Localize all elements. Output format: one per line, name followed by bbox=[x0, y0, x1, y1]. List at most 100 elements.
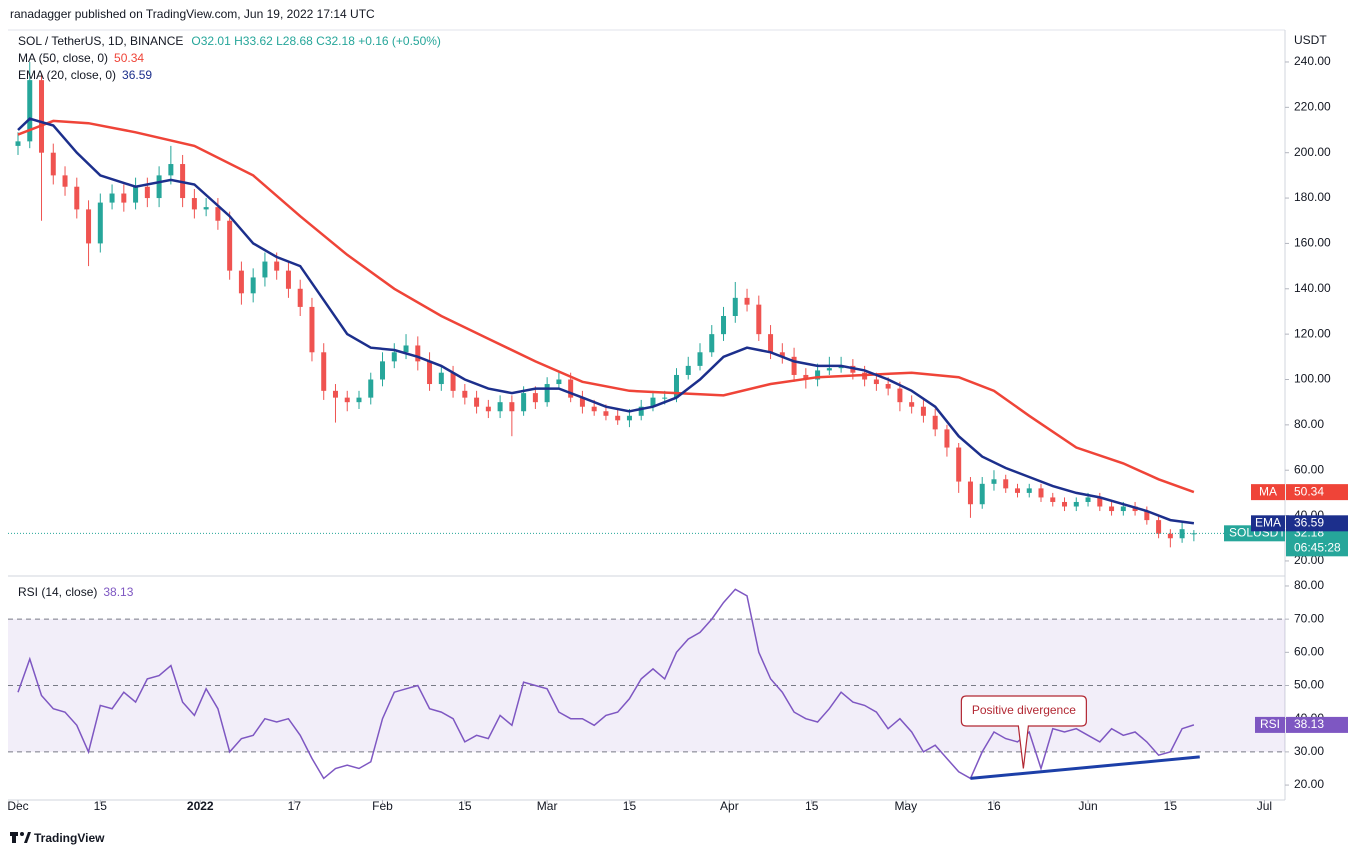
candle-body bbox=[15, 141, 21, 146]
candle-body bbox=[62, 175, 68, 187]
candle-body bbox=[1062, 501, 1068, 507]
candle-body bbox=[885, 384, 891, 389]
candle-body bbox=[897, 388, 903, 403]
candle-body bbox=[309, 306, 315, 353]
indicator-legend-label: MA (50, close, 0) bbox=[18, 51, 108, 65]
candle-body bbox=[991, 479, 997, 484]
candle-body bbox=[1167, 533, 1173, 539]
candle-body bbox=[262, 261, 268, 278]
candle-body bbox=[626, 415, 632, 421]
indicator-legend-label: RSI (14, close) bbox=[18, 585, 97, 599]
x-tick-label: Mar bbox=[537, 799, 558, 813]
y-tick-label: 20.00 bbox=[1294, 553, 1324, 567]
indicator-value: 50.34 bbox=[1294, 484, 1324, 498]
y-tick-label: 140.00 bbox=[1294, 281, 1331, 295]
y-tick-label: 60.00 bbox=[1294, 462, 1324, 476]
candle-body bbox=[133, 186, 139, 203]
candle-body bbox=[356, 397, 362, 403]
candle-body bbox=[250, 277, 256, 294]
candle-body bbox=[532, 393, 538, 403]
candle-body bbox=[86, 209, 92, 244]
candle-body bbox=[344, 397, 350, 403]
brand-logo bbox=[10, 832, 31, 843]
candle-body bbox=[579, 397, 585, 407]
candle-body bbox=[568, 379, 574, 398]
x-tick-label: Feb bbox=[372, 799, 393, 813]
x-tick-label: 15 bbox=[1164, 799, 1178, 813]
annotation-text: Positive divergence bbox=[972, 703, 1076, 717]
candle-body bbox=[873, 379, 879, 385]
candle-body bbox=[403, 345, 409, 353]
indicator-name: RSI bbox=[1260, 717, 1280, 731]
x-tick-label: Jun bbox=[1078, 799, 1097, 813]
y-tick-label: 100.00 bbox=[1294, 372, 1331, 386]
candle-body bbox=[944, 429, 950, 448]
candle-body bbox=[732, 297, 738, 316]
candle-body bbox=[744, 297, 750, 305]
x-tick-label: 16 bbox=[987, 799, 1001, 813]
candle-body bbox=[368, 379, 374, 398]
candle-body bbox=[156, 175, 162, 199]
candle-body bbox=[168, 164, 174, 176]
candle-body bbox=[967, 481, 973, 505]
currency-unit: USDT bbox=[1294, 33, 1327, 47]
indicator-legend-value: 50.34 bbox=[114, 51, 144, 65]
candle-body bbox=[815, 370, 821, 380]
x-tick-label: Jul bbox=[1257, 799, 1272, 813]
candle-body bbox=[1120, 506, 1126, 512]
candle-body bbox=[932, 415, 938, 430]
indicator-value-box bbox=[1286, 515, 1348, 532]
candle-body bbox=[1109, 506, 1115, 512]
candle-body bbox=[391, 352, 397, 362]
candle-body bbox=[603, 411, 609, 416]
candle-body bbox=[521, 393, 527, 412]
y-tick-label: 50.00 bbox=[1294, 678, 1324, 692]
candle-body bbox=[1144, 511, 1150, 521]
moving-average-line bbox=[17, 117, 1195, 525]
candle-body bbox=[144, 186, 150, 199]
candle-body bbox=[27, 80, 33, 142]
candle-body bbox=[638, 406, 644, 416]
x-tick-label: 17 bbox=[288, 799, 302, 813]
candle-body bbox=[1026, 488, 1032, 493]
candle-body bbox=[485, 406, 491, 412]
candle-body bbox=[415, 345, 421, 362]
indicator-name-box bbox=[1251, 484, 1285, 501]
candle-body bbox=[791, 356, 797, 375]
candle-body bbox=[591, 406, 597, 412]
y-tick-label: 80.00 bbox=[1294, 578, 1324, 592]
candle-body bbox=[803, 374, 809, 380]
candle-body bbox=[497, 402, 503, 412]
candle-body bbox=[615, 415, 621, 421]
candle-body bbox=[685, 365, 691, 375]
rsi-line bbox=[17, 588, 1195, 780]
y-tick-label: 20.00 bbox=[1294, 777, 1324, 791]
candle-body bbox=[697, 352, 703, 366]
candle-body bbox=[909, 402, 915, 407]
x-tick-label: Apr bbox=[720, 799, 739, 813]
candle-body bbox=[756, 304, 762, 335]
candle-body bbox=[768, 334, 774, 353]
candle-body bbox=[1050, 497, 1056, 502]
candle-body bbox=[427, 361, 433, 385]
candle-body bbox=[673, 374, 679, 398]
indicator-value-box bbox=[1286, 484, 1348, 501]
indicator-legend-value: 36.59 bbox=[122, 68, 152, 82]
candle-body bbox=[1097, 497, 1103, 507]
x-tick-label: 15 bbox=[94, 799, 108, 813]
candle-body bbox=[709, 334, 715, 353]
candle-body bbox=[97, 202, 103, 244]
candle-body bbox=[1073, 501, 1079, 507]
candle-body bbox=[1014, 488, 1020, 493]
y-tick-label: 70.00 bbox=[1294, 611, 1324, 625]
candle-body bbox=[297, 288, 303, 307]
candle-body bbox=[332, 390, 338, 398]
countdown: 06:45:28 bbox=[1294, 540, 1341, 554]
y-tick-label: 80.00 bbox=[1294, 417, 1324, 431]
x-tick-label: 15 bbox=[623, 799, 637, 813]
x-tick-label: 2022 bbox=[187, 799, 214, 813]
moving-average-line bbox=[17, 119, 1195, 494]
symbol-title: SOL / TetherUS, 1D, BINANCE bbox=[18, 34, 183, 48]
candle-body bbox=[544, 384, 550, 403]
y-tick-label: 160.00 bbox=[1294, 236, 1331, 250]
